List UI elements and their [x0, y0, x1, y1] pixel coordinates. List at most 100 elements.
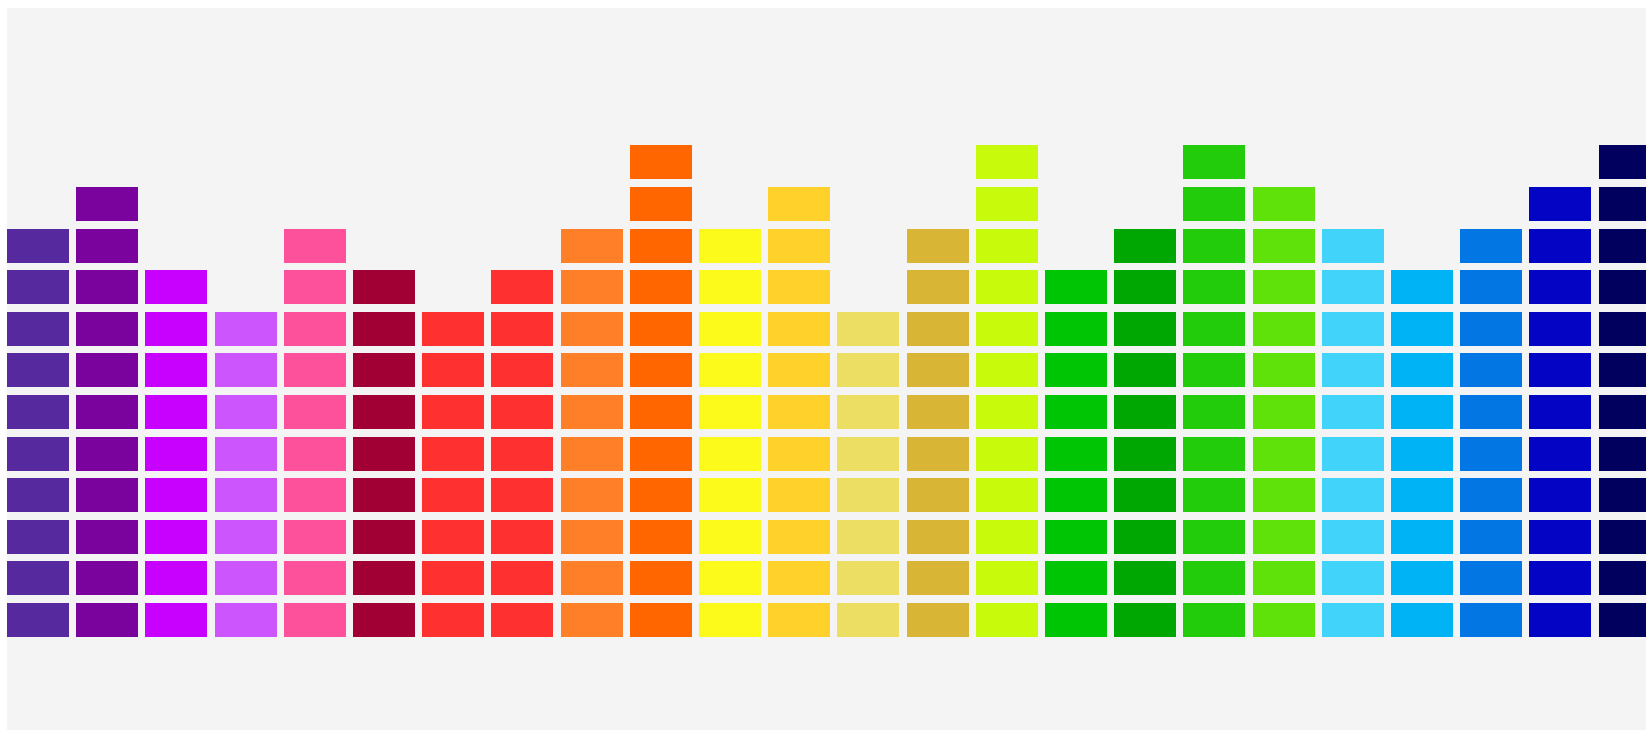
equalizer-segment: [491, 561, 554, 596]
equalizer-segment: [353, 311, 415, 346]
equalizer-segment: [1183, 270, 1246, 305]
equalizer-segment: [1045, 478, 1107, 513]
equalizer-segment: [1114, 519, 1177, 554]
equalizer-segment: [1460, 270, 1523, 305]
equalizer-segment: [1252, 603, 1315, 637]
equalizer-segment: [422, 436, 485, 471]
equalizer-segment: [768, 270, 831, 305]
equalizer-segment: [1598, 270, 1646, 305]
equalizer-segment: [283, 519, 346, 554]
equalizer-segment: [214, 603, 277, 637]
equalizer-segment: [1598, 395, 1646, 429]
equalizer-segment: [214, 436, 277, 471]
equalizer-segment: [1321, 478, 1384, 513]
equalizer-segment: [1460, 603, 1523, 637]
equalizer-segment: [353, 561, 415, 596]
equalizer-segment: [975, 270, 1038, 305]
equalizer-segment: [7, 228, 69, 263]
equalizer-segment: [768, 228, 831, 263]
equalizer-segment: [76, 478, 139, 513]
equalizer-segment: [353, 603, 415, 637]
equalizer-segment: [1114, 561, 1177, 596]
equalizer-segment: [214, 519, 277, 554]
equalizer-segment: [1460, 228, 1523, 263]
equalizer-segment: [76, 436, 139, 471]
equalizer-segment: [283, 436, 346, 471]
equalizer-segment: [422, 561, 485, 596]
equalizer-segment: [1460, 519, 1523, 554]
equalizer-segment: [699, 478, 761, 513]
equalizer-segment: [560, 270, 623, 305]
equalizer-segment: [837, 603, 900, 637]
equalizer-segment: [1529, 187, 1592, 221]
equalizer-segment: [629, 603, 692, 637]
equalizer-segment: [1183, 353, 1246, 388]
equalizer-segment: [283, 353, 346, 388]
equalizer-segment: [1598, 145, 1646, 180]
equalizer-segment: [1114, 436, 1177, 471]
equalizer-segment: [1460, 395, 1523, 429]
equalizer-segment: [768, 519, 831, 554]
equalizer-segment: [491, 311, 554, 346]
equalizer-segment: [1391, 311, 1453, 346]
equalizer-segment: [1045, 561, 1107, 596]
equalizer-segment: [1252, 478, 1315, 513]
equalizer-segment: [283, 395, 346, 429]
equalizer-segment: [491, 478, 554, 513]
equalizer-segment: [1321, 353, 1384, 388]
equalizer-segment: [1391, 436, 1453, 471]
equalizer-segment: [629, 270, 692, 305]
equalizer-segment: [1460, 436, 1523, 471]
equalizer-segment: [975, 395, 1038, 429]
equalizer-segment: [1460, 311, 1523, 346]
equalizer-segment: [1391, 270, 1453, 305]
equalizer-segment: [1598, 519, 1646, 554]
equalizer-segment: [7, 519, 69, 554]
equalizer-segment: [353, 436, 415, 471]
equalizer-segment: [353, 353, 415, 388]
equalizer-segment: [560, 603, 623, 637]
equalizer-segment: [214, 561, 277, 596]
equalizer-segment: [1460, 561, 1523, 596]
equalizer-segment: [837, 395, 900, 429]
equalizer-segment: [906, 353, 969, 388]
equalizer-segment: [768, 478, 831, 513]
equalizer-segment: [699, 395, 761, 429]
equalizer-segment: [283, 478, 346, 513]
equalizer-segment: [76, 311, 139, 346]
equalizer-segment: [1529, 519, 1592, 554]
equalizer-segment: [1598, 603, 1646, 637]
equalizer-segment: [145, 561, 208, 596]
equalizer-segment: [7, 395, 69, 429]
equalizer-segment: [837, 311, 900, 346]
equalizer-segment: [1529, 561, 1592, 596]
equalizer-segment: [837, 478, 900, 513]
equalizer-segment: [1252, 311, 1315, 346]
equalizer-segment: [699, 603, 761, 637]
equalizer-segment: [768, 436, 831, 471]
equalizer-segment: [1321, 228, 1384, 263]
equalizer-segment: [906, 395, 969, 429]
equalizer-segment: [1183, 519, 1246, 554]
equalizer-segment: [629, 145, 692, 180]
equalizer-segment: [837, 353, 900, 388]
equalizer-segment: [699, 353, 761, 388]
equalizer-segment: [76, 187, 139, 221]
equalizer-segment: [560, 311, 623, 346]
equalizer-segment: [1183, 228, 1246, 263]
equalizer-segment: [975, 187, 1038, 221]
equalizer-segment: [1598, 228, 1646, 263]
equalizer-segment: [491, 603, 554, 637]
equalizer-segment: [699, 311, 761, 346]
equalizer-segment: [1252, 353, 1315, 388]
equalizer-segment: [1598, 353, 1646, 388]
equalizer-segment: [975, 145, 1038, 180]
equalizer-segment: [1598, 311, 1646, 346]
equalizer-segment: [7, 353, 69, 388]
equalizer-segment: [1183, 603, 1246, 637]
equalizer-segment: [214, 395, 277, 429]
equalizer-segment: [1391, 603, 1453, 637]
equalizer-segment: [1598, 187, 1646, 221]
equalizer-segment: [975, 353, 1038, 388]
